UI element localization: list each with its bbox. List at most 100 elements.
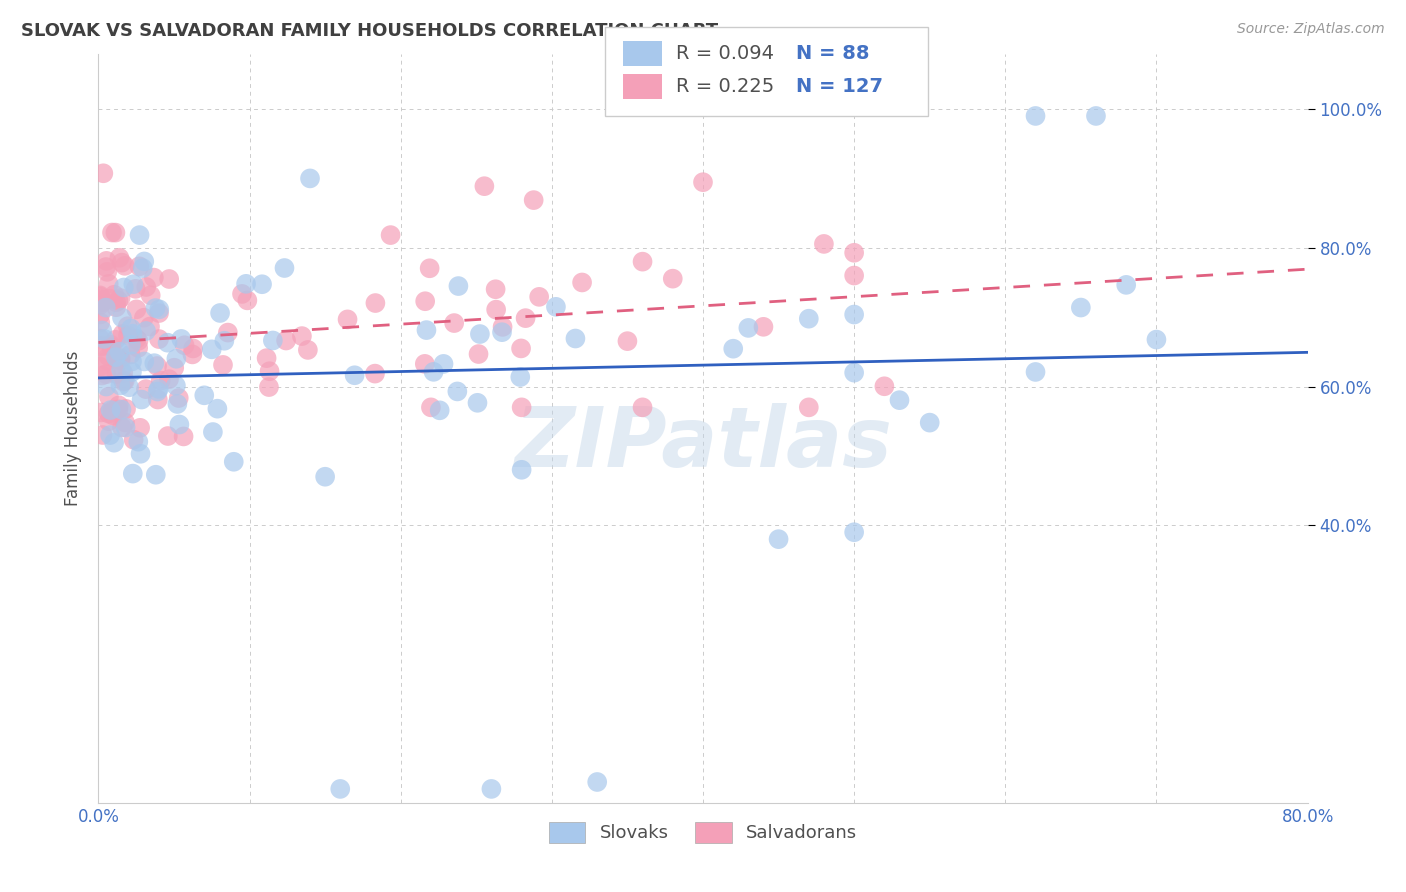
Point (110, 362, 132, 376)
Point (167, 391, 190, 405)
Point (889, 393, 911, 408)
Point (112, 375, 135, 389)
Point (468, 326, 491, 341)
Point (432, 357, 454, 371)
Point (110, 402, 132, 417)
Point (121, 365, 143, 379)
Point (207, 401, 229, 416)
Point (212, 358, 235, 372)
Point (170, 332, 193, 346)
Point (146, 359, 169, 373)
Point (89, 332, 111, 346)
Point (156, 335, 179, 350)
Point (96, 253, 118, 268)
Point (299, 171, 322, 186)
Point (443, 316, 465, 330)
Point (120, 337, 142, 351)
Point (165, 378, 187, 392)
Point (129, 447, 152, 461)
Point (446, 384, 468, 399)
Point (173, 338, 195, 352)
Point (127, 334, 149, 348)
Point (918, 416, 941, 430)
Point (510, 463, 533, 477)
Point (117, 319, 139, 334)
Point (336, 312, 359, 326)
Point (692, 175, 714, 189)
Point (768, 532, 790, 546)
Point (217, 326, 239, 340)
Point (118, 380, 141, 394)
Point (112, 280, 135, 294)
Point (114, 420, 136, 434)
Point (108, 399, 131, 413)
Point (797, 401, 820, 415)
Point (1024, 365, 1046, 379)
Point (105, 300, 128, 314)
Point (380, 228, 402, 243)
Point (115, 401, 138, 416)
Point (91, 368, 114, 383)
Point (104, 226, 127, 240)
Point (89, 315, 111, 329)
Point (148, 382, 170, 396)
Point (97, 390, 120, 404)
Point (89, 359, 111, 374)
Point (89, 288, 111, 302)
Point (415, 323, 437, 337)
Point (491, 319, 513, 334)
Point (527, 290, 550, 304)
Point (467, 396, 489, 410)
Point (97, 407, 120, 421)
Point (314, 469, 336, 483)
Point (231, 287, 253, 301)
Point (723, 342, 745, 356)
Point (94, 260, 117, 274)
Point (661, 271, 683, 285)
Point (564, 331, 586, 345)
Point (148, 302, 170, 317)
Point (491, 325, 513, 339)
Point (844, 268, 866, 283)
Point (128, 228, 150, 243)
Text: N = 127: N = 127 (796, 77, 883, 96)
Point (571, 276, 593, 290)
Point (110, 378, 132, 392)
Point (484, 282, 506, 296)
Point (209, 306, 232, 320)
Point (101, 226, 124, 240)
Point (235, 277, 257, 291)
Point (117, 328, 139, 343)
Point (101, 403, 124, 417)
Point (146, 392, 169, 407)
Point (139, 288, 162, 302)
Point (586, 775, 609, 789)
Point (91, 323, 114, 337)
Point (148, 332, 170, 346)
Text: R = 0.225: R = 0.225 (676, 77, 775, 96)
Point (103, 287, 125, 301)
Point (737, 321, 759, 335)
Point (135, 382, 157, 396)
Point (90, 405, 112, 419)
Point (110, 291, 132, 305)
Point (420, 401, 443, 415)
Point (124, 282, 146, 296)
Point (631, 254, 654, 268)
Point (163, 360, 186, 375)
Point (813, 236, 835, 251)
Text: N = 88: N = 88 (796, 44, 869, 63)
Point (105, 295, 128, 310)
Point (89, 292, 111, 306)
Point (94, 301, 117, 315)
Point (132, 310, 155, 325)
Point (105, 352, 128, 367)
Point (485, 302, 508, 317)
Point (149, 374, 172, 388)
Point (291, 329, 314, 343)
Point (844, 245, 866, 260)
Point (143, 356, 166, 370)
Point (91, 166, 114, 180)
Point (104, 350, 127, 364)
Point (91, 338, 114, 352)
